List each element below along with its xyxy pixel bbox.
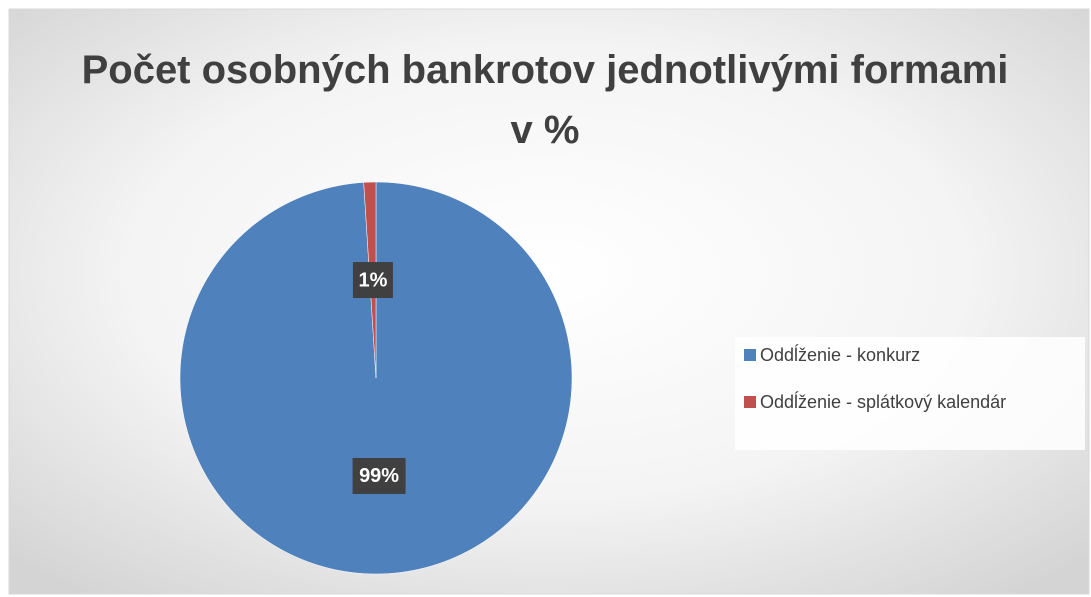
legend-swatch — [744, 396, 756, 408]
legend-swatch — [744, 349, 756, 361]
data-label: 1% — [358, 269, 387, 291]
chart-title: Počet osobných bankrotov jednotlivými fo… — [82, 48, 1009, 152]
data-label-box — [352, 457, 406, 494]
data-label: 99% — [359, 465, 399, 487]
legend-box — [735, 337, 1085, 450]
legend-label: Oddĺženie - konkurz — [760, 344, 920, 365]
data-label-box — [352, 262, 393, 299]
legend-label: Oddĺženie - splátkový kalendár — [760, 391, 1006, 412]
